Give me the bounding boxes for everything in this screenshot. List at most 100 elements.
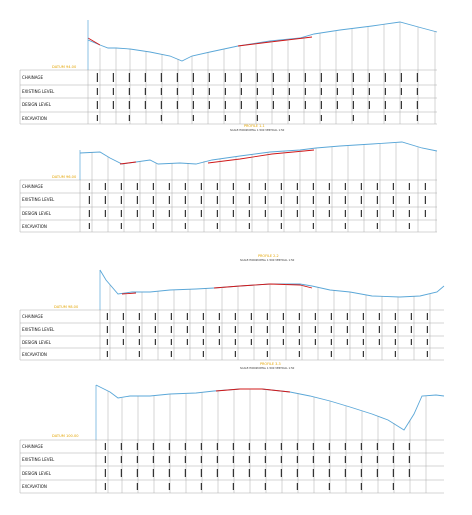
cell-value-mark — [376, 443, 378, 450]
cell-value-mark — [248, 196, 250, 204]
cell-value-mark — [136, 483, 138, 490]
cell-value-mark — [144, 73, 146, 82]
cell-value-mark — [392, 183, 394, 190]
cell-value-mark — [96, 88, 98, 95]
cell-value-mark — [184, 456, 186, 463]
cell-value-mark — [88, 210, 90, 217]
cell-value-mark — [320, 101, 322, 109]
profile-2-ground-line — [79, 141, 438, 165]
cell-value-mark — [168, 469, 170, 477]
cell-value-mark — [320, 73, 322, 82]
cell-value-mark — [120, 210, 122, 217]
cell-value-mark — [408, 456, 410, 463]
cell-value-mark — [106, 313, 108, 320]
cell-value-mark — [232, 469, 234, 477]
cell-value-mark — [298, 313, 300, 320]
cell-value-mark — [394, 313, 396, 320]
profile-1-ground-line — [87, 21, 438, 62]
profile-2-caption-sub: SCALE:HORIZONTAL 1:500 VERTICAL 1:50 — [240, 258, 295, 262]
cell-value-mark — [232, 210, 234, 217]
cell-value-mark — [392, 456, 394, 463]
profile-3-row-existing: EXISTING LEVEL — [22, 327, 55, 332]
cell-value-mark — [314, 326, 316, 333]
cell-value-mark — [400, 88, 402, 95]
cell-value-mark — [298, 339, 300, 345]
cell-value-mark — [410, 313, 412, 320]
cell-value-mark — [344, 210, 346, 217]
cell-value-mark — [186, 339, 188, 345]
cell-value-mark — [352, 101, 354, 109]
cell-value-mark — [272, 88, 274, 95]
cell-value-mark — [256, 88, 258, 95]
cell-value-mark — [314, 313, 316, 320]
cell-value-mark — [344, 456, 346, 463]
cell-value-mark — [248, 456, 250, 463]
cell-value-mark — [312, 183, 314, 190]
cell-value-mark — [328, 210, 330, 217]
profile-3-ground-line — [99, 269, 445, 298]
cell-value-mark — [362, 339, 364, 345]
cell-value-mark — [234, 339, 236, 345]
profile-3-caption-sub: SCALE:HORIZONTAL 1:500 VERTICAL 1:50 — [240, 366, 295, 370]
cell-value-mark — [106, 326, 108, 333]
cell-value-mark — [384, 88, 386, 95]
cell-value-mark — [408, 223, 410, 229]
cell-value-mark — [192, 73, 194, 82]
cell-value-mark — [288, 115, 290, 121]
cell-value-mark — [384, 115, 386, 121]
cell-value-mark — [208, 101, 210, 109]
cell-value-mark — [170, 351, 172, 357]
cell-value-mark — [138, 339, 140, 345]
cell-value-mark — [200, 210, 202, 217]
cell-value-mark — [392, 196, 394, 204]
profile-2-caption: PROFILE 2-2 — [258, 254, 279, 258]
cell-value-mark — [104, 469, 106, 477]
profile-1-table — [19, 69, 437, 125]
profile-3-stations — [109, 284, 431, 360]
cell-value-mark — [250, 313, 252, 320]
cell-value-mark — [184, 443, 186, 450]
cell-value-mark — [426, 313, 428, 320]
cell-value-mark — [304, 73, 306, 82]
cell-value-mark — [138, 313, 140, 320]
cell-value-mark — [408, 469, 410, 477]
cell-value-mark — [256, 101, 258, 109]
cell-value-mark — [312, 223, 314, 229]
cell-value-mark — [352, 88, 354, 95]
cell-value-mark — [304, 88, 306, 95]
cell-value-mark — [328, 183, 330, 190]
cell-value-mark — [248, 183, 250, 190]
cell-value-mark — [416, 88, 418, 95]
cell-value-mark — [266, 351, 268, 357]
cell-value-mark — [128, 101, 130, 109]
cell-value-mark — [184, 183, 186, 190]
profile-4-table — [19, 439, 444, 494]
cell-value-mark — [400, 73, 402, 82]
cell-value-mark — [120, 183, 122, 190]
cell-value-mark — [424, 183, 426, 190]
cell-value-mark — [200, 196, 202, 204]
profile-4-row-existing: EXISTING LEVEL — [22, 457, 55, 462]
cell-value-mark — [216, 469, 218, 477]
cell-value-mark — [168, 196, 170, 204]
cell-value-mark — [416, 73, 418, 82]
cell-value-mark — [298, 326, 300, 333]
cell-value-mark — [232, 443, 234, 450]
cell-value-mark — [154, 326, 156, 333]
cell-value-mark — [416, 115, 418, 121]
cell-value-mark — [104, 456, 106, 463]
cell-value-mark — [120, 469, 122, 477]
cell-value-mark — [360, 443, 362, 450]
cell-value-mark — [184, 210, 186, 217]
profile-2-datum: DATUM 96.00 — [52, 175, 77, 179]
cell-value-mark — [280, 210, 282, 217]
profile-4-stations — [107, 389, 427, 493]
profile-1-row-excavation: EXCAVATION — [22, 116, 47, 121]
cell-value-mark — [152, 443, 154, 450]
profile-1-caption-sub: SCALE:HORIZONTAL 1:500 VERTICAL 1:50 — [230, 128, 285, 132]
profile-3-datum: DATUM 98.00 — [54, 305, 79, 309]
cell-value-mark — [282, 326, 284, 333]
cell-value-mark — [122, 326, 124, 333]
cell-value-mark — [154, 313, 156, 320]
